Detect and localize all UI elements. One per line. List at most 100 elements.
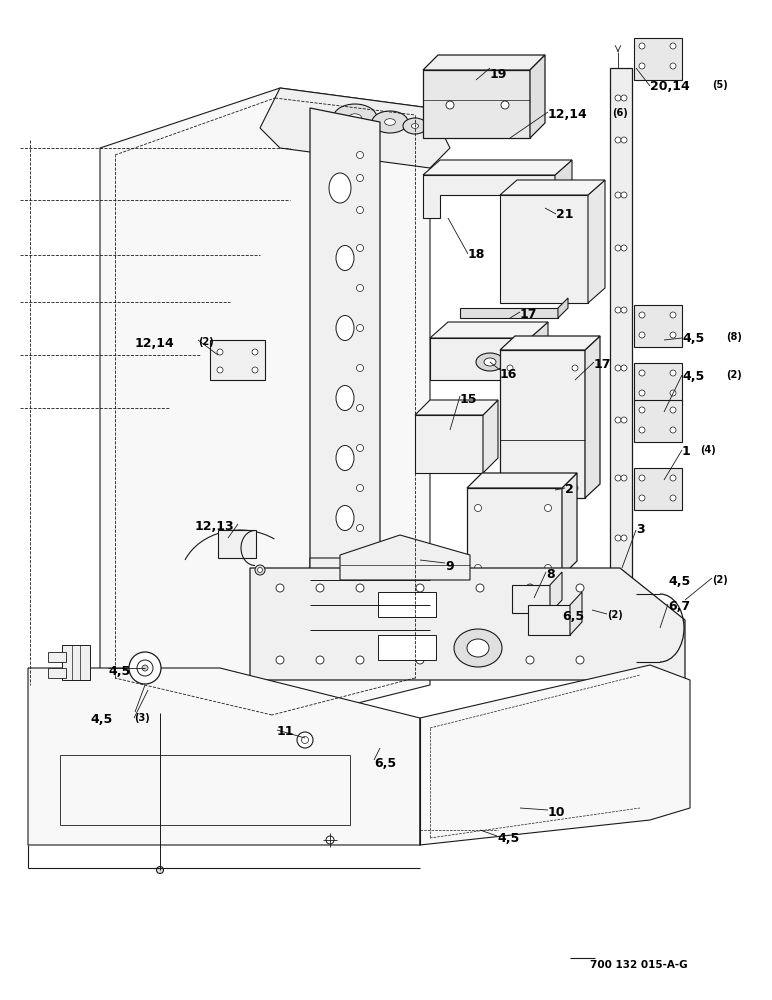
Circle shape: [639, 312, 645, 318]
Circle shape: [615, 475, 621, 481]
Circle shape: [357, 444, 364, 452]
Text: 6,7: 6,7: [668, 600, 690, 613]
Bar: [512, 585, 550, 613]
Circle shape: [639, 407, 645, 413]
Text: 17: 17: [520, 308, 537, 321]
Text: 4,5: 4,5: [682, 370, 704, 383]
Circle shape: [476, 656, 484, 664]
Circle shape: [217, 367, 223, 373]
Text: 700 132 015-A-G: 700 132 015-A-G: [590, 960, 688, 970]
Text: 9: 9: [445, 560, 454, 573]
Ellipse shape: [403, 118, 427, 134]
Text: 4,5: 4,5: [668, 575, 690, 588]
Polygon shape: [100, 88, 430, 725]
Bar: [210, 340, 265, 380]
Bar: [48, 668, 66, 678]
Circle shape: [670, 495, 676, 501]
Text: (2): (2): [198, 337, 214, 347]
Ellipse shape: [336, 316, 354, 340]
Circle shape: [615, 192, 621, 198]
Circle shape: [357, 645, 364, 652]
Bar: [634, 363, 682, 405]
Polygon shape: [260, 88, 450, 168]
Circle shape: [501, 101, 509, 109]
Circle shape: [621, 587, 627, 593]
Circle shape: [639, 332, 645, 338]
Ellipse shape: [476, 353, 504, 371]
Text: 18: 18: [468, 248, 486, 261]
Circle shape: [621, 535, 627, 541]
Text: 15: 15: [460, 393, 478, 406]
Bar: [218, 530, 256, 558]
Bar: [500, 195, 588, 303]
Circle shape: [670, 43, 676, 49]
Text: 4,5: 4,5: [90, 713, 112, 726]
Circle shape: [357, 604, 364, 611]
Polygon shape: [500, 180, 605, 195]
Circle shape: [416, 656, 424, 664]
Ellipse shape: [384, 119, 395, 125]
Circle shape: [357, 324, 364, 332]
Circle shape: [670, 390, 676, 396]
Circle shape: [326, 836, 334, 844]
Bar: [634, 38, 682, 80]
Circle shape: [357, 244, 364, 251]
Circle shape: [615, 535, 621, 541]
Polygon shape: [415, 400, 498, 415]
Text: (6): (6): [612, 108, 628, 118]
Text: (2): (2): [726, 370, 742, 380]
Circle shape: [621, 95, 627, 101]
Circle shape: [639, 370, 645, 376]
Circle shape: [507, 365, 513, 371]
Circle shape: [615, 365, 621, 371]
Circle shape: [639, 43, 645, 49]
Circle shape: [129, 652, 161, 684]
Text: 4,5: 4,5: [497, 832, 520, 845]
Polygon shape: [460, 308, 558, 318]
Circle shape: [316, 584, 324, 592]
Circle shape: [639, 475, 645, 481]
Circle shape: [621, 417, 627, 423]
Circle shape: [670, 475, 676, 481]
Polygon shape: [550, 572, 562, 613]
Circle shape: [157, 866, 164, 874]
Circle shape: [476, 584, 484, 592]
Text: 10: 10: [548, 806, 566, 819]
Text: (2): (2): [607, 610, 623, 620]
Circle shape: [357, 564, 364, 572]
Text: 17: 17: [594, 358, 611, 371]
Circle shape: [357, 284, 364, 292]
Bar: [320, 588, 390, 606]
Polygon shape: [588, 180, 605, 303]
Circle shape: [670, 407, 676, 413]
Circle shape: [475, 564, 482, 572]
Circle shape: [475, 504, 482, 512]
Polygon shape: [420, 665, 690, 845]
Circle shape: [357, 151, 364, 158]
Text: 2: 2: [565, 483, 574, 496]
Polygon shape: [610, 68, 632, 620]
Polygon shape: [423, 70, 530, 138]
Circle shape: [615, 245, 621, 251]
Circle shape: [356, 656, 364, 664]
Circle shape: [276, 584, 284, 592]
Circle shape: [572, 485, 578, 491]
Circle shape: [615, 587, 621, 593]
Bar: [62, 645, 90, 680]
Polygon shape: [340, 535, 470, 580]
Bar: [320, 615, 390, 633]
Polygon shape: [430, 338, 530, 380]
Text: 16: 16: [500, 368, 517, 381]
Text: (8): (8): [726, 332, 742, 342]
Bar: [60, 755, 350, 825]
Text: 12,14: 12,14: [548, 108, 587, 121]
Circle shape: [615, 95, 621, 101]
Circle shape: [255, 565, 265, 575]
Ellipse shape: [336, 506, 354, 530]
Circle shape: [446, 101, 454, 109]
Text: (4): (4): [700, 445, 716, 455]
Circle shape: [137, 660, 153, 676]
Circle shape: [252, 349, 258, 355]
Ellipse shape: [454, 629, 502, 667]
Bar: [378, 635, 436, 660]
